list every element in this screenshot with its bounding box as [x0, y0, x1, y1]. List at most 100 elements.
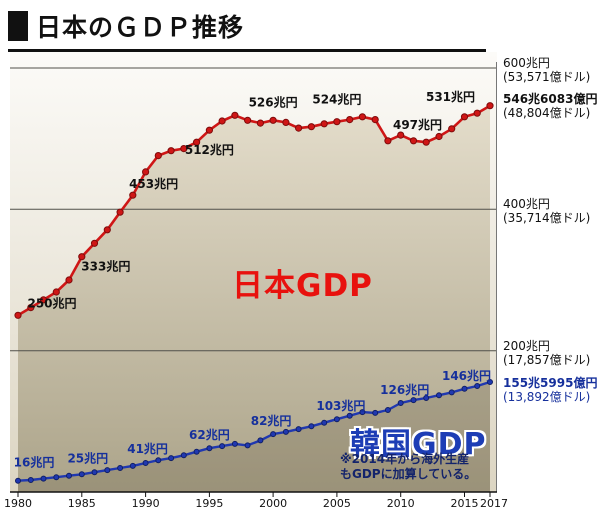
y-axis-label-200-value: 200兆円: [503, 339, 550, 353]
x-tick-label: 1980: [4, 497, 32, 510]
japan-final-value-yen: 546兆6083億円: [503, 92, 598, 106]
japan-data-point: [90, 239, 99, 247]
japan-data-point: [78, 253, 86, 261]
japan-data-point: [346, 116, 354, 124]
japan-series-label: 日本GDP: [232, 268, 373, 304]
korea-point-label: 146兆円: [442, 368, 491, 383]
x-tick-label: 2017: [480, 497, 508, 510]
korea-data-point: [53, 474, 60, 481]
japan-data-point: [103, 226, 111, 234]
japan-data-point: [448, 125, 456, 133]
korea-point-label: 16兆円: [14, 455, 55, 470]
x-tick-label: 2010: [387, 497, 415, 510]
korea-data-point: [219, 443, 226, 450]
x-tick-label: 1990: [132, 497, 160, 510]
japan-area-fill: [18, 105, 490, 492]
japan-data-point: [422, 138, 430, 146]
japan-point-label: 531兆円: [426, 89, 475, 104]
korea-final-value-dollar: (13,892億ドル): [503, 390, 591, 404]
japan-point-label: 250兆円: [27, 295, 76, 310]
japan-data-point: [333, 118, 341, 126]
korea-data-point: [206, 445, 213, 452]
korea-data-point: [104, 467, 111, 474]
korea-data-point: [487, 379, 493, 385]
korea-data-point: [372, 409, 379, 416]
korea-data-point: [244, 442, 251, 449]
korea-data-point: [436, 392, 442, 399]
japan-data-point: [358, 113, 366, 121]
korea-data-point: [295, 426, 302, 433]
korea-series-label: 韓国GDP: [350, 427, 487, 462]
korea-data-point: [168, 455, 175, 462]
japan-data-point: [52, 288, 60, 296]
korea-data-point: [117, 465, 124, 471]
japan-data-point: [205, 126, 213, 134]
x-tick-label: 2015: [451, 497, 479, 510]
japan-data-point: [142, 168, 150, 176]
japan-data-point: [65, 276, 73, 284]
korea-point-label: 62兆円: [189, 427, 230, 442]
chart-title-row: 日本のＧＤＰ推移: [8, 8, 486, 52]
x-tick-label: 2000: [259, 497, 287, 510]
korea-data-point: [27, 477, 34, 483]
korea-data-point: [78, 471, 85, 478]
korea-data-point: [15, 477, 21, 484]
japan-data-point: [180, 145, 188, 153]
japan-data-point: [435, 132, 443, 141]
y-axis-label-600: 600兆円 (53,571億ドル): [503, 56, 590, 84]
korea-data-point: [231, 440, 238, 447]
japan-final-value-dollar: (48,804億ドル): [503, 106, 591, 120]
y-axis-label-400: 400兆円 (35,714億ドル): [503, 197, 590, 225]
japan-point-label: 453兆円: [129, 176, 178, 191]
japan-data-point: [218, 117, 226, 125]
japan-point-label: 524兆円: [312, 92, 361, 107]
y-axis-label-600-value: 600兆円: [503, 56, 550, 70]
korea-data-point: [461, 385, 468, 392]
korea-data-point: [193, 448, 200, 455]
korea-data-point: [155, 457, 162, 464]
korea-point-label: 103兆円: [316, 398, 365, 413]
y-axis-label-400-value: 400兆円: [503, 197, 550, 211]
x-tick-label: 1995: [195, 497, 223, 510]
japan-data-point: [409, 137, 418, 145]
japan-data-point: [473, 109, 481, 117]
korea-data-point: [448, 389, 455, 396]
korea-data-point: [384, 407, 391, 413]
japan-point-label: 333兆円: [81, 259, 130, 274]
japan-data-point: [167, 147, 175, 155]
japan-data-point: [486, 102, 494, 110]
y-axis-label-600-dollar: (53,571億ドル): [503, 70, 591, 84]
korea-data-point: [397, 400, 404, 406]
y-axis-label-200: 200兆円 (17,857億ドル): [503, 339, 590, 367]
japan-data-point: [256, 119, 264, 127]
korea-data-point: [333, 416, 340, 423]
korea-final-value: 155兆5995億円 (13,892億ドル): [503, 376, 597, 404]
japan-data-point: [295, 124, 303, 132]
japan-data-point: [460, 113, 469, 121]
korea-data-point: [257, 437, 264, 444]
japan-point-label: 526兆円: [249, 94, 298, 109]
korea-data-point: [129, 462, 136, 469]
japan-data-point: [129, 191, 137, 199]
korea-data-point: [270, 431, 277, 438]
japan-data-point: [307, 123, 315, 131]
korea-data-point: [359, 409, 366, 416]
japan-data-point: [27, 304, 35, 312]
japan-data-point: [384, 137, 392, 145]
korea-data-point: [180, 452, 187, 459]
korea-data-point: [474, 383, 481, 389]
korea-point-label: 41兆円: [127, 441, 168, 456]
korea-data-point: [423, 395, 430, 401]
korea-data-point: [282, 428, 289, 435]
japan-data-point: [154, 152, 162, 160]
x-tick-label: 1985: [68, 497, 96, 510]
korea-final-value-yen: 155兆5995億円: [503, 376, 598, 390]
japan-final-value: 546兆6083億円 (48,804億ドル): [503, 92, 597, 120]
korea-data-point: [346, 412, 353, 419]
japan-point-label: 497兆円: [393, 117, 442, 132]
korea-area-fill: [18, 382, 490, 492]
korea-point-label: 25兆円: [67, 450, 108, 465]
korea-data-point: [66, 472, 72, 479]
footnote: ※2014年から海外生産 もGDPに加算している。: [340, 452, 476, 482]
